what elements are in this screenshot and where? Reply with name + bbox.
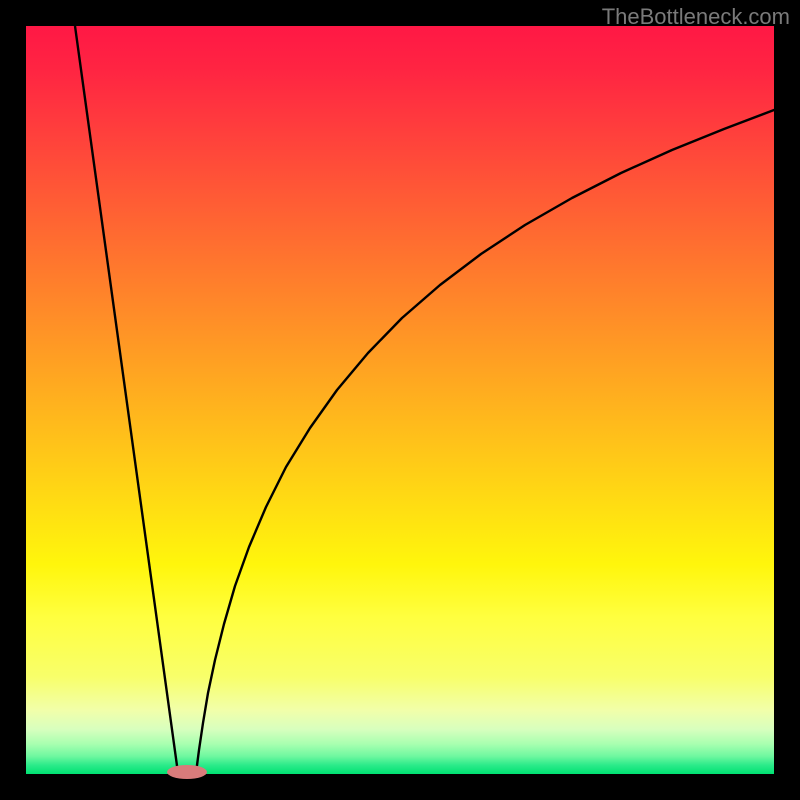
chart-container: TheBottleneck.com [0, 0, 800, 800]
gradient-panel [26, 26, 774, 774]
valley-marker [167, 765, 207, 779]
watermark-text: TheBottleneck.com [602, 4, 790, 30]
bottleneck-chart [0, 0, 800, 800]
